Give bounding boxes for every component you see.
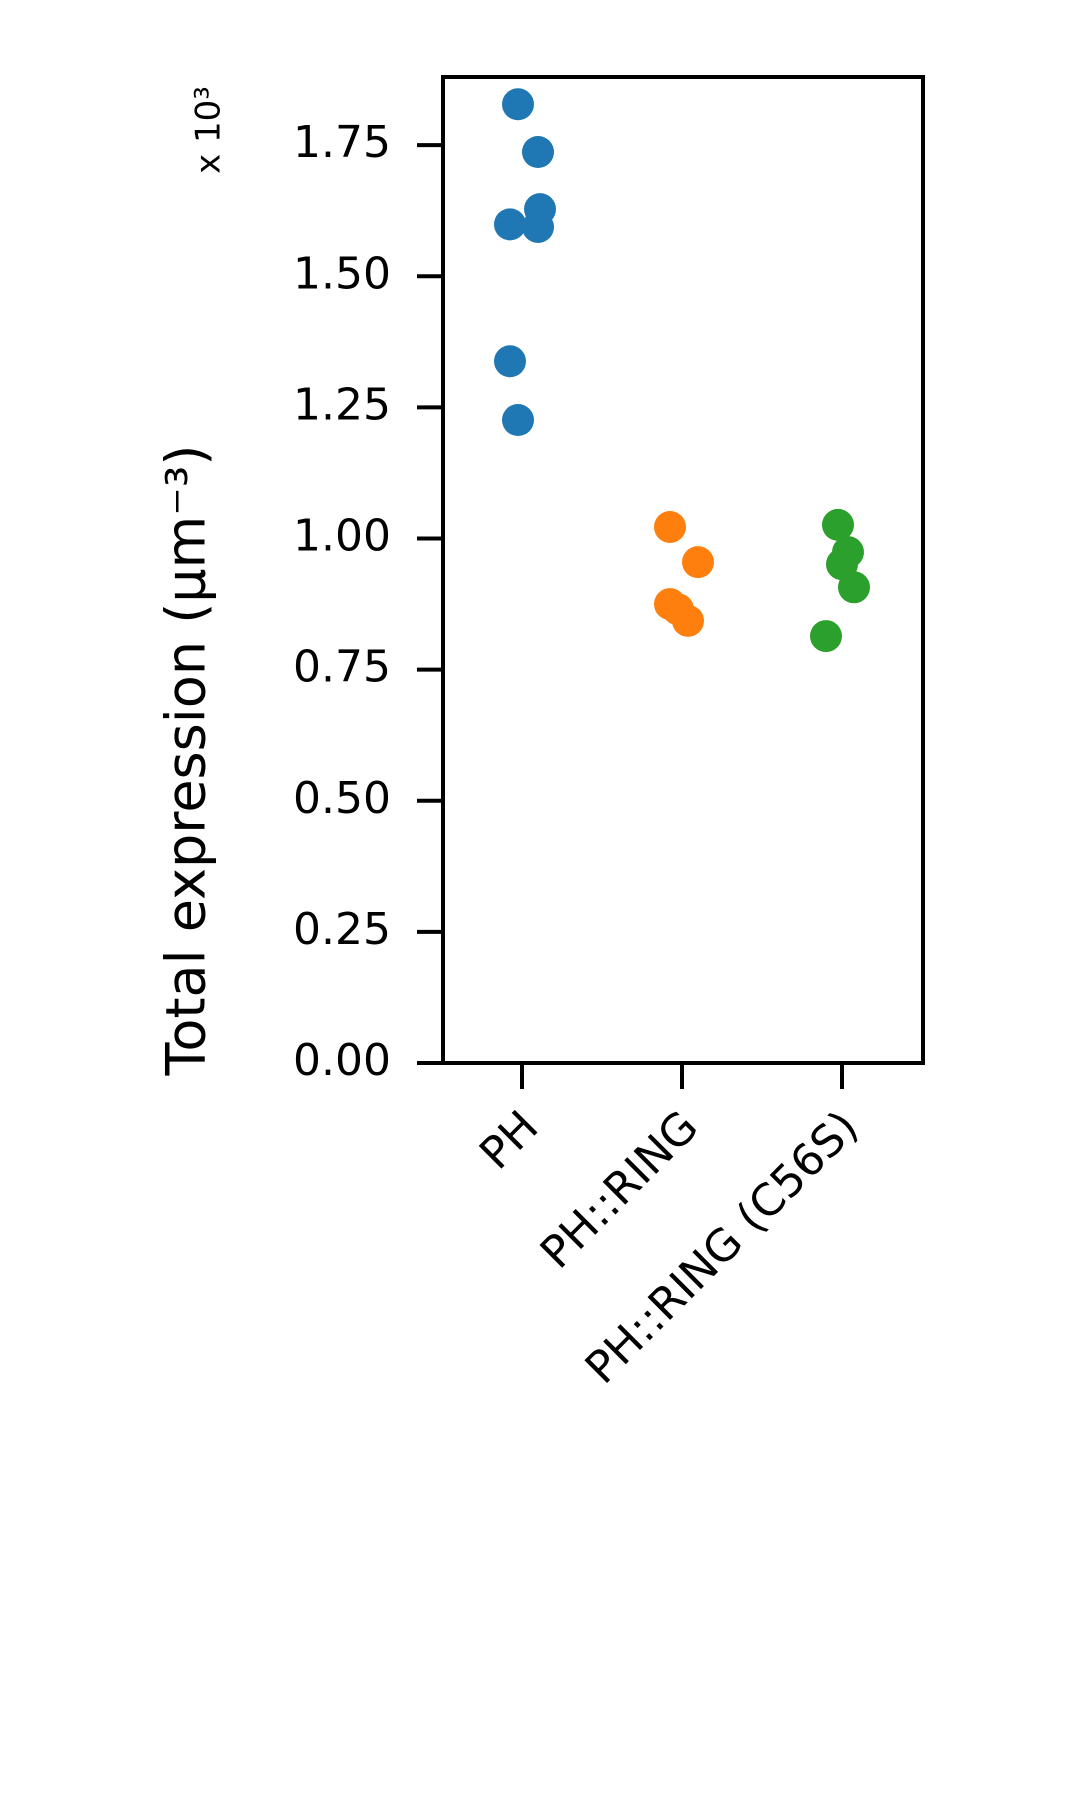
point	[672, 604, 704, 637]
y-tick-label: 1.25	[293, 379, 391, 430]
x-tick-label: PH	[470, 1101, 548, 1179]
y-tick-label: 0.25	[293, 904, 391, 955]
point	[522, 210, 554, 243]
point	[810, 620, 842, 653]
point	[502, 404, 534, 437]
point	[502, 88, 534, 121]
x-tick-label: PH::RING (C56S)	[576, 1101, 869, 1394]
plot-frame	[441, 75, 925, 1065]
y-tick-label: 1.75	[293, 117, 391, 168]
point	[494, 345, 526, 378]
y-tick-label: 1.50	[293, 248, 391, 299]
point	[522, 135, 554, 168]
point	[822, 508, 854, 541]
y-tick-label: 0.00	[293, 1035, 391, 1086]
point	[838, 571, 870, 604]
point	[654, 510, 686, 543]
y-axis-label: Total expression (μm⁻³)	[155, 445, 218, 1077]
point	[682, 546, 714, 579]
point	[494, 208, 526, 241]
y-tick-label: 0.50	[293, 773, 391, 824]
y-tick-label: 1.00	[293, 511, 391, 562]
y-tick-label: 0.75	[293, 642, 391, 693]
y-offset-label: x 10³	[189, 86, 229, 174]
